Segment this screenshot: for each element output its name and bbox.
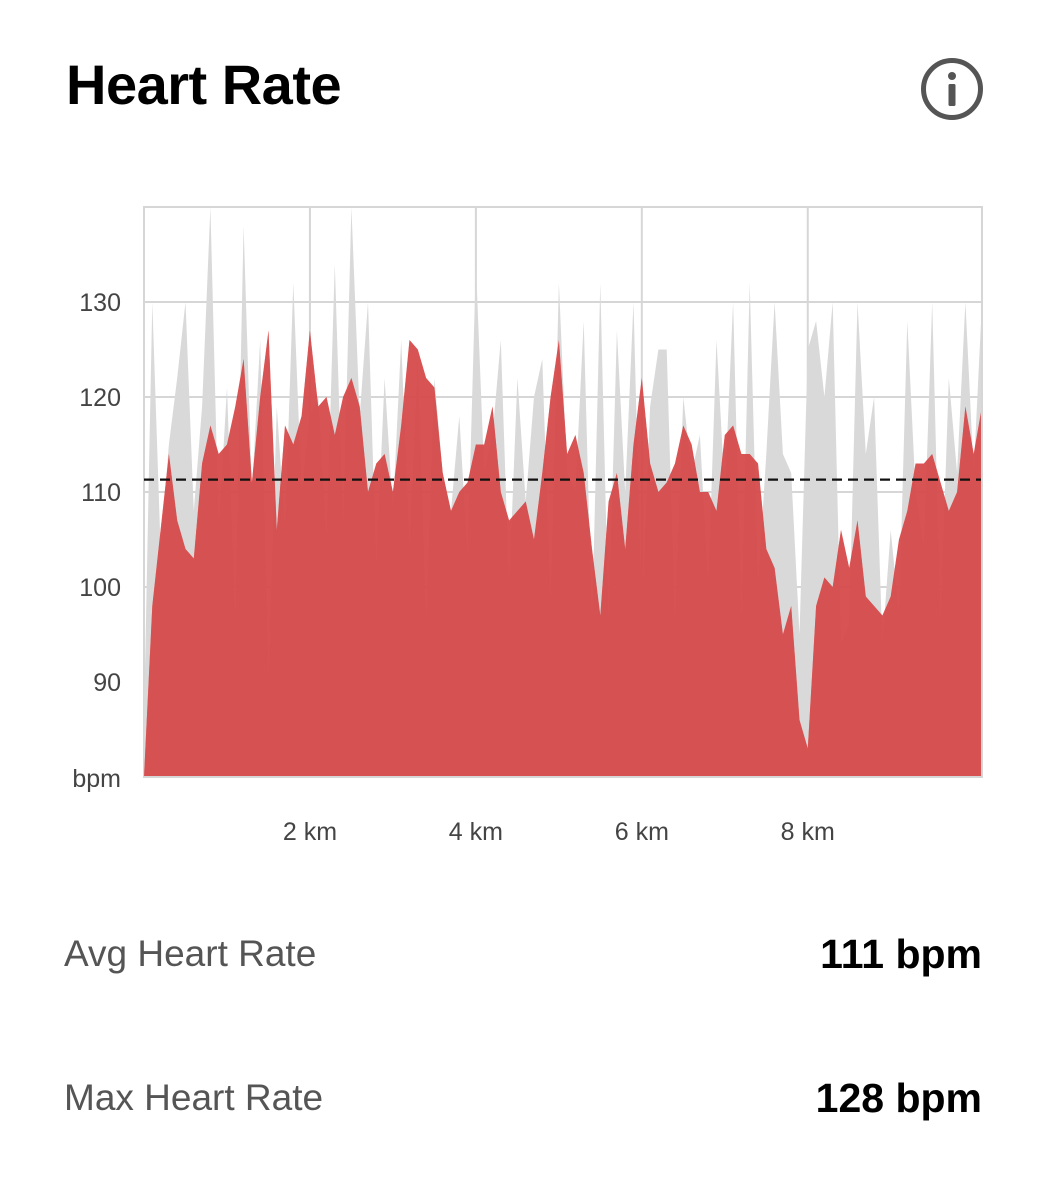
x-tick-label: 6 km <box>615 818 669 846</box>
y-tick-label: 130 <box>79 289 121 317</box>
y-tick-label: 110 <box>81 479 121 507</box>
x-tick-label: 4 km <box>449 818 503 846</box>
info-icon[interactable] <box>920 57 984 121</box>
y-tick-label: 100 <box>79 574 121 602</box>
max-heart-rate-label: Max Heart Rate <box>64 1077 324 1118</box>
max-heart-rate-row: Max Heart Rate 128 bpm <box>64 1068 982 1128</box>
y-tick-label: 120 <box>79 384 121 412</box>
x-tick-label: 2 km <box>283 818 337 846</box>
max-heart-rate-value: 128 bpm <box>815 1074 982 1121</box>
x-tick-label: 8 km <box>781 818 835 846</box>
primary-series-area <box>144 330 982 777</box>
avg-heart-rate-row: Avg Heart Rate 111 bpm <box>64 924 982 984</box>
y-tick-label: 90 <box>93 669 121 697</box>
chart-labels: 90 100 110 120 130 bpm 2 km 4 km 6 km 8 km <box>72 207 983 846</box>
avg-heart-rate-value: 111 bpm <box>820 930 982 977</box>
y-axis-unit-label: bpm <box>72 765 121 793</box>
heart-rate-chart: 90 100 110 120 130 bpm 2 km 4 km 6 km 8 km <box>72 206 983 846</box>
avg-heart-rate-label: Avg Heart Rate <box>64 933 317 974</box>
chart-series <box>144 207 982 777</box>
page-title: Heart Rate <box>66 53 342 116</box>
